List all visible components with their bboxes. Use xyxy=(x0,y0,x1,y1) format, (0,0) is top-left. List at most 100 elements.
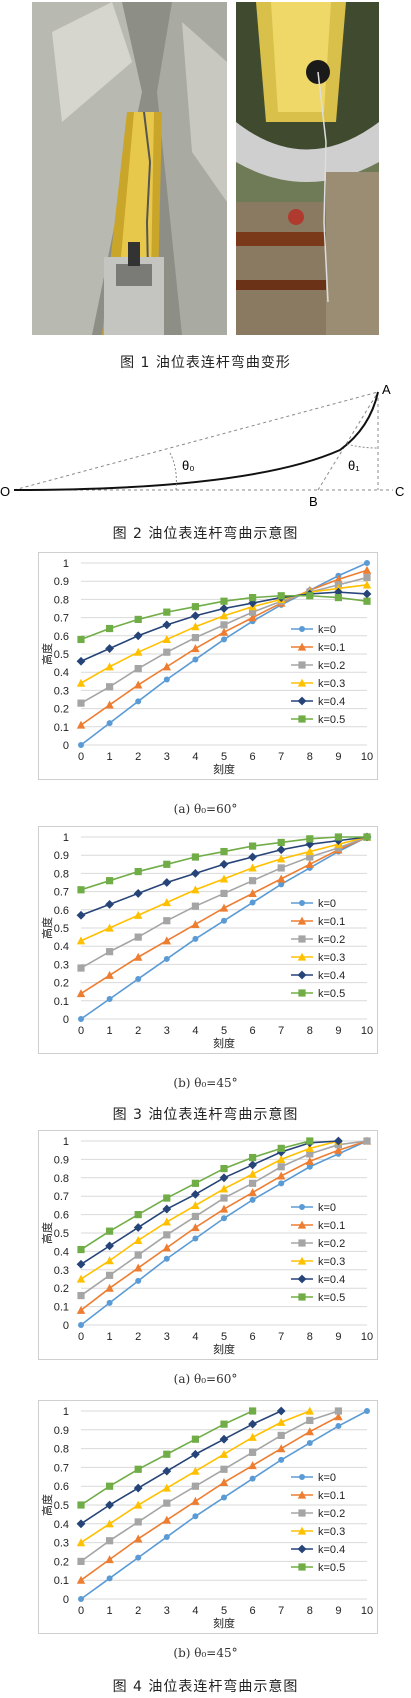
data-point xyxy=(277,592,285,600)
x-tick-label: 9 xyxy=(335,1331,341,1343)
legend-entry: k=0.3 xyxy=(291,1526,345,1538)
legend-label: k=0.2 xyxy=(318,1508,345,1520)
legend-label: k=0.1 xyxy=(318,1220,345,1232)
data-point xyxy=(277,838,285,847)
data-point xyxy=(306,1439,313,1446)
fig2-caption: 图 2 油位表连杆弯曲示意图 xyxy=(112,526,299,542)
data-point xyxy=(134,867,142,876)
x-tick-label: 4 xyxy=(192,1331,198,1343)
data-point xyxy=(133,631,143,641)
x-tick-label: 7 xyxy=(278,1331,284,1343)
data-point xyxy=(106,995,113,1002)
data-point xyxy=(76,936,86,945)
x-tick-label: 4 xyxy=(192,751,198,763)
fig3b-subcaption: (b) θ₀=45° xyxy=(173,1076,238,1090)
data-point xyxy=(249,877,257,885)
angle-arc-theta1 xyxy=(346,443,379,449)
label-c: C xyxy=(395,484,404,499)
data-point xyxy=(134,1534,143,1543)
data-point xyxy=(220,1165,228,1173)
legend-label: k=0.4 xyxy=(318,1544,345,1556)
data-point xyxy=(220,621,228,629)
legend-label: k=0.4 xyxy=(318,1274,345,1286)
data-point xyxy=(219,1434,229,1444)
x-tick-label: 2 xyxy=(135,751,141,763)
data-point xyxy=(306,1137,314,1145)
chord-oa xyxy=(13,391,379,491)
data-point xyxy=(162,898,171,907)
data-point xyxy=(334,833,342,841)
x-tick-label: 0 xyxy=(78,1331,84,1343)
y-axis-label: 高度 xyxy=(40,1222,54,1244)
data-point xyxy=(106,683,114,691)
data-point xyxy=(362,565,372,574)
data-point xyxy=(220,597,228,605)
x-tick-label: 8 xyxy=(307,1605,313,1617)
data-point xyxy=(191,1435,199,1443)
x-tick-label: 1 xyxy=(107,1025,113,1037)
legend-marker xyxy=(298,715,306,723)
data-point xyxy=(134,615,142,624)
x-tick-label: 8 xyxy=(307,751,313,763)
data-point xyxy=(134,1500,143,1509)
data-point xyxy=(219,874,229,883)
data-point xyxy=(248,889,257,898)
data-point xyxy=(106,948,114,956)
data-point xyxy=(191,885,200,894)
series-k=0.3 xyxy=(76,1406,314,1547)
fig1-photo-right xyxy=(236,2,379,335)
data-point xyxy=(278,1456,285,1463)
data-point xyxy=(163,1194,171,1202)
data-point xyxy=(105,1555,114,1564)
data-point xyxy=(192,1513,199,1520)
data-point xyxy=(76,1538,86,1547)
data-point xyxy=(162,620,172,630)
data-point xyxy=(106,877,114,885)
fig3a-chart: 00.10.20.30.40.50.60.70.80.910 1 2 3 4 5 6 7 8 9 1… xyxy=(40,558,373,776)
data-point xyxy=(78,1322,84,1328)
y-tick-label: 0.6 xyxy=(54,1210,69,1222)
bent-rod-inside-tank-photo xyxy=(32,2,227,335)
legend-label: k=0.3 xyxy=(318,678,345,690)
legend-marker xyxy=(297,916,307,925)
data-point xyxy=(134,910,143,919)
data-point xyxy=(77,699,85,707)
data-point xyxy=(334,593,342,602)
fig4-caption: 图 4 油位表连杆弯曲示意图 xyxy=(112,1679,299,1695)
legend-entry: k=0.5 xyxy=(291,988,345,1000)
data-point xyxy=(219,611,229,620)
y-tick-label: 0.9 xyxy=(54,576,69,588)
y-tick-label: 0.6 xyxy=(54,631,69,643)
data-point xyxy=(306,1163,313,1170)
data-point xyxy=(134,933,142,941)
legend-entry: k=0.3 xyxy=(291,1256,345,1268)
data-point xyxy=(76,656,86,666)
legend-marker xyxy=(297,1274,307,1284)
x-tick-label: 2 xyxy=(135,1605,141,1617)
bent-rod-curve xyxy=(13,391,379,491)
data-point xyxy=(105,970,114,979)
data-point xyxy=(192,1235,199,1242)
fig1-caption: 图 1 油位表连杆弯曲变形 xyxy=(120,355,291,371)
data-point xyxy=(277,1155,286,1163)
data-point xyxy=(106,1482,114,1490)
data-point xyxy=(277,1171,286,1180)
legend-entry: k=0.3 xyxy=(291,952,345,964)
fig4a-subcaption: (a) θ₀=60° xyxy=(173,1372,238,1386)
legend-entry: k=0 xyxy=(291,1202,336,1214)
data-point xyxy=(105,899,114,909)
data-point xyxy=(135,1554,142,1561)
y-tick-label: 0.2 xyxy=(54,1283,69,1295)
x-tick-label: 3 xyxy=(164,751,170,763)
data-point xyxy=(191,1179,199,1187)
data-point xyxy=(277,874,286,883)
legend-label: k=0.4 xyxy=(318,696,345,708)
data-point xyxy=(220,1420,228,1428)
legend-marker xyxy=(297,678,307,687)
data-point xyxy=(133,1483,143,1493)
x-tick-label: 5 xyxy=(221,1605,227,1617)
data-point xyxy=(191,603,199,611)
legend-marker xyxy=(299,900,305,906)
x-tick-label: 3 xyxy=(164,1331,170,1343)
legend-label: k=0.4 xyxy=(318,970,345,982)
